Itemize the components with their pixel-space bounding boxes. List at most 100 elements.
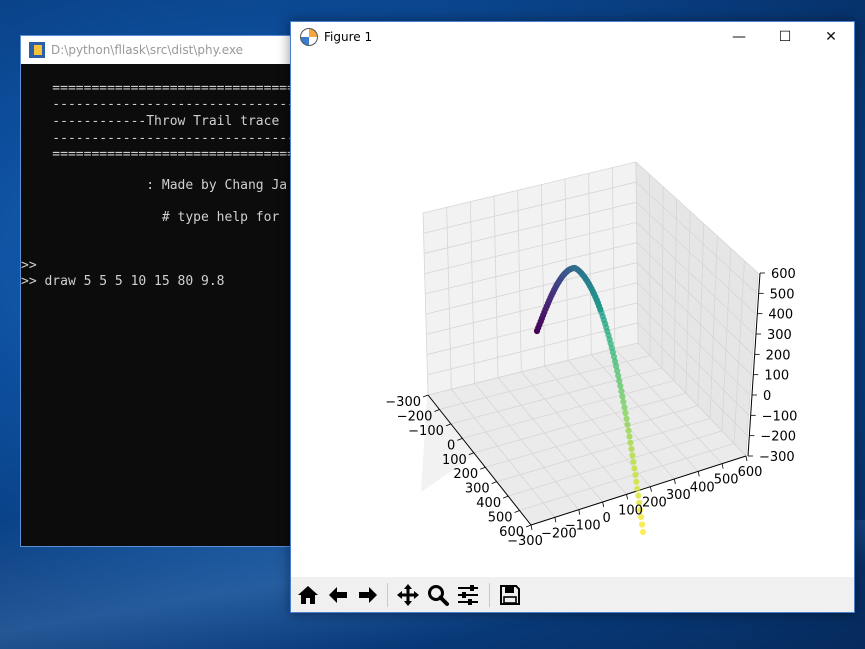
x-tick xyxy=(422,394,429,398)
grid-line xyxy=(637,282,751,396)
z-tick-label: −100 xyxy=(762,409,798,424)
console-line: ================================== xyxy=(21,81,319,96)
y-tick xyxy=(721,463,724,469)
y-tick-label: 0 xyxy=(603,511,611,526)
x-tick-label: 600 xyxy=(499,525,524,540)
matplotlib-logo-icon xyxy=(300,28,318,46)
grid-line xyxy=(637,322,748,436)
navigation-toolbar xyxy=(291,577,854,612)
tick-labels: −300−200−1000100200300400500600−300−200−… xyxy=(385,267,797,549)
save-button[interactable] xyxy=(496,581,524,609)
home-button[interactable] xyxy=(294,581,322,609)
trajectory-point xyxy=(626,433,633,440)
x-tick-label: 200 xyxy=(453,467,478,482)
plot-area[interactable]: −300−200−1000100200300400500600−300−200−… xyxy=(291,52,854,577)
y-tick xyxy=(697,471,700,477)
minimize-button[interactable]: — xyxy=(732,29,746,45)
grid-line xyxy=(426,282,638,335)
trajectory-point xyxy=(630,458,637,465)
grid-line xyxy=(721,248,732,431)
grid-line xyxy=(473,392,687,454)
trajectory-point xyxy=(615,372,622,379)
trajectory-point xyxy=(618,388,625,395)
forward-button[interactable] xyxy=(354,581,382,609)
z-tick-label: −200 xyxy=(760,430,796,445)
x-tick-label: −200 xyxy=(397,409,433,424)
grid-line xyxy=(588,173,592,355)
grid-line xyxy=(709,235,718,419)
figure-titlebar[interactable]: Figure 1 — ☐ ✕ xyxy=(291,22,854,52)
grid-line xyxy=(450,367,663,425)
x-tick xyxy=(434,409,440,412)
grid-line xyxy=(636,262,752,375)
grid-line xyxy=(591,354,699,472)
grid-line xyxy=(423,181,637,234)
grid-line xyxy=(685,211,691,394)
grid-line xyxy=(635,161,759,274)
y-tick xyxy=(530,524,533,531)
grid-line xyxy=(462,380,675,439)
zoom-button[interactable] xyxy=(424,581,452,609)
close-button[interactable]: ✕ xyxy=(825,29,837,45)
z-tick-label: 300 xyxy=(767,328,792,343)
y-tick-label: −300 xyxy=(507,534,543,549)
grid-line xyxy=(493,195,499,378)
x-tick-label: −100 xyxy=(408,424,444,439)
y-tick xyxy=(578,509,581,515)
console-output: ================================== -----… xyxy=(21,64,318,289)
y-tick xyxy=(602,501,605,508)
grid-line xyxy=(422,212,429,396)
figure-window[interactable]: Figure 1 — ☐ ✕ −300 −200 −100 0 100 200 300 400… xyxy=(290,21,855,613)
trajectory-point xyxy=(631,465,638,472)
grid-line xyxy=(497,377,603,503)
trajectory-point xyxy=(638,514,645,521)
console-line: ---------------------------------- xyxy=(21,131,319,146)
grid-line xyxy=(425,262,638,315)
console-titlebar[interactable]: D:\python\fllask\src\dist\phy.exe xyxy=(21,36,311,64)
console-window[interactable]: D:\python\fllask\src\dist\phy.exe ======… xyxy=(20,35,318,547)
y-tick xyxy=(626,494,628,500)
grid-line xyxy=(446,207,452,390)
y-tick xyxy=(673,478,676,485)
trajectory-points xyxy=(533,264,647,536)
y-tick-label: −100 xyxy=(565,519,601,534)
maximize-button[interactable]: ☐ xyxy=(778,29,792,45)
grid-line xyxy=(507,430,723,497)
y-tick xyxy=(650,486,652,492)
pan-button[interactable] xyxy=(394,581,422,609)
trajectory-point xyxy=(633,478,640,485)
y-tick xyxy=(554,517,557,523)
console-command: >> draw 5 5 5 10 15 80 9.8 xyxy=(21,274,225,289)
trajectory-point xyxy=(632,471,639,479)
toolbar-separator xyxy=(387,583,388,607)
grid-line xyxy=(637,302,749,416)
grid-line xyxy=(635,181,757,294)
grid-line xyxy=(521,371,627,495)
x-tick xyxy=(502,495,509,499)
grid-line xyxy=(427,342,639,396)
grid-line xyxy=(661,186,664,369)
x-tick-label: −300 xyxy=(385,395,421,410)
grid-line xyxy=(614,348,723,464)
trajectory-point xyxy=(639,528,647,536)
grid-line xyxy=(636,222,755,335)
configure-subplots-button[interactable] xyxy=(454,581,482,609)
x-tick-label: 500 xyxy=(488,511,513,526)
trajectory-point xyxy=(613,363,620,370)
toolbar-separator xyxy=(489,583,490,607)
z-tick-label: 400 xyxy=(768,308,793,323)
console-line: : Made by Chang Ja xyxy=(21,178,288,193)
z-tick-label: 0 xyxy=(763,389,771,404)
grid-line xyxy=(697,223,705,406)
y-tick-label: 600 xyxy=(738,465,763,480)
trajectory-point xyxy=(636,499,643,506)
z-tick-label: 200 xyxy=(766,348,791,363)
grid-line xyxy=(451,388,556,518)
save-icon xyxy=(500,585,520,605)
trajectory-point xyxy=(612,358,619,365)
back-button[interactable] xyxy=(324,581,352,609)
y-tick-label: 500 xyxy=(714,473,739,488)
x-tick xyxy=(480,466,486,470)
trajectory-point xyxy=(637,506,644,513)
grid-line xyxy=(540,184,546,367)
